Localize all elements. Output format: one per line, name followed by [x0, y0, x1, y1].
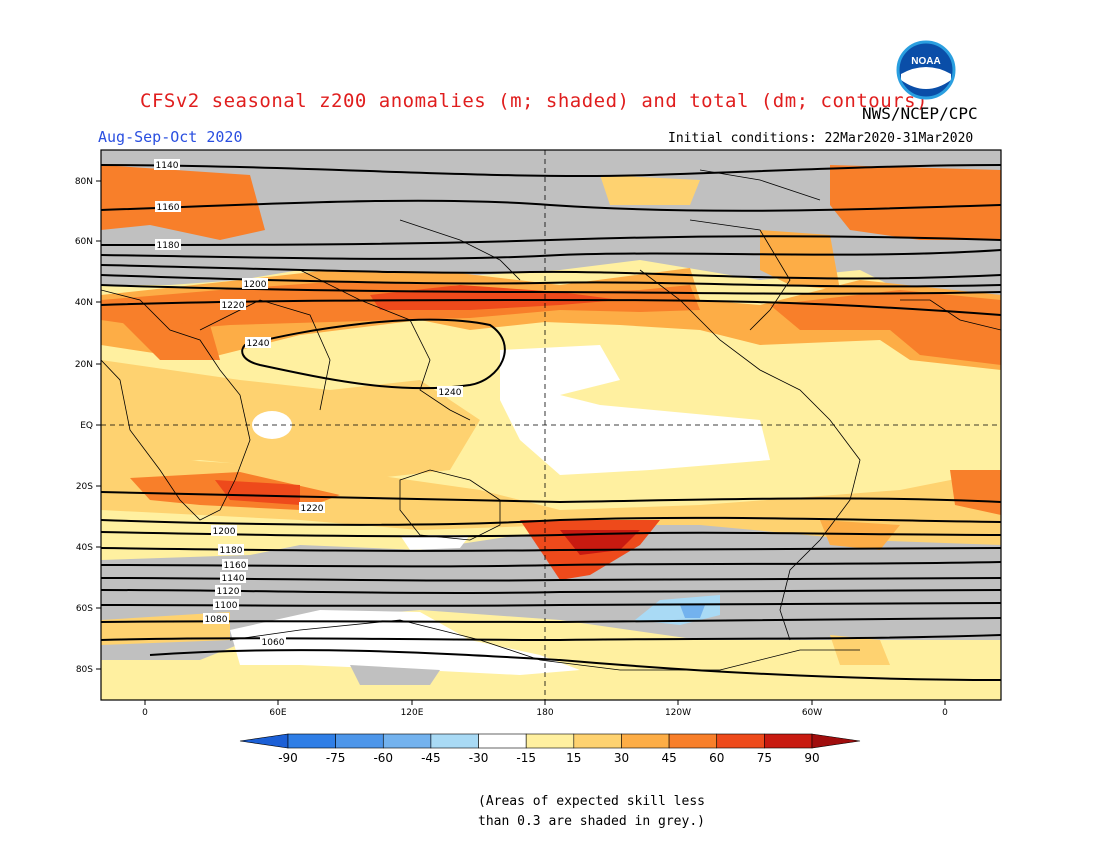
contour-label-bg: [154, 159, 180, 170]
contour-label-bg: [215, 585, 241, 596]
lat-tick-label: 60S: [76, 604, 93, 614]
contour-label: 1160: [157, 203, 180, 213]
contour-label: 1180: [220, 546, 243, 556]
colorbar-tick-label: 75: [757, 751, 772, 765]
contour-labels: 1140 1160 1180 1200 1220 1240 1240 1220 1200 1180…: [154, 159, 463, 648]
contour-label-bg: [211, 525, 237, 536]
colorbar-arrow-high: [811, 733, 861, 749]
colorbar-tick-label: -75: [326, 751, 346, 765]
colorbar-tick-label: -60: [373, 751, 393, 765]
colorbar-tick-label: 90: [804, 751, 819, 765]
contour-label: 1240: [439, 388, 462, 398]
colorbar-swatch: [335, 733, 384, 749]
colorbar-tick-label: 45: [661, 751, 676, 765]
colorbar-swatch: [668, 733, 718, 749]
colorbar-swatch: [573, 733, 622, 749]
contour-label-bg: [437, 386, 463, 397]
contour-label-bg: [245, 337, 271, 348]
noaa-logo-text: NOAA: [911, 56, 940, 67]
lat-tick-label: 60N: [75, 237, 93, 247]
contour-label: 1060: [262, 638, 285, 648]
contour-label-bg: [222, 559, 248, 570]
colorbar-tick-label: 30: [614, 751, 629, 765]
skill-note: (Areas of expected skill less than 0.3 a…: [478, 792, 705, 832]
colorbar-swatch: [621, 733, 670, 749]
colorbar-swatch: [382, 733, 432, 749]
contour-label: 1240: [247, 339, 270, 349]
longitude-axis: 0 60E 120E 180 120W 60W 0: [142, 700, 948, 718]
skill-note-line1: (Areas of expected skill less: [478, 794, 705, 809]
contour-label: 1180: [157, 241, 180, 251]
skill-note-line2: than 0.3 are shaded in grey.): [478, 814, 705, 829]
lon-tick-label: 0: [142, 708, 148, 718]
contour-label-bg: [220, 299, 246, 310]
agency-label: NWS/NCEP/CPC: [862, 104, 978, 123]
lon-tick-label: 0: [942, 708, 948, 718]
contour-label-bg: [155, 239, 181, 250]
colorbar-swatch: [716, 733, 765, 749]
contour-label-bg: [213, 599, 239, 610]
lat-tick-label: 20S: [76, 482, 93, 492]
noaa-logo-icon: NOAA: [896, 40, 956, 100]
colorbar-tick-label: -90: [278, 751, 298, 765]
colorbar-tick-label: 60: [709, 751, 724, 765]
lon-tick-label: 60E: [269, 708, 286, 718]
contour-label: 1200: [213, 527, 236, 537]
contour-label-bg: [218, 544, 244, 555]
lon-tick-label: 180: [536, 708, 553, 718]
contour-label: 1120: [217, 587, 240, 597]
lat-tick-label: 80S: [76, 665, 93, 675]
contour-label-bg: [242, 278, 268, 289]
contour-label: 1160: [224, 561, 247, 571]
lat-tick-label: 40N: [75, 298, 93, 308]
lon-tick-label: 120W: [665, 708, 691, 718]
colorbar-tick-label: -30: [469, 751, 489, 765]
colorbar-tick-label: -45: [421, 751, 441, 765]
colorbar-swatch: [430, 733, 479, 749]
initial-conditions-label: Initial conditions: 22Mar2020-31Mar2020: [668, 131, 974, 146]
lon-tick-label: 60W: [802, 708, 822, 718]
lat-tick-label: 20N: [75, 360, 93, 370]
contour-label-bg: [299, 502, 325, 513]
contour-label: 1220: [301, 504, 324, 514]
contour-label: 1080: [205, 615, 228, 625]
lon-tick-label: 120E: [401, 708, 424, 718]
colorbar-tick-label: -15: [516, 751, 536, 765]
contour-label: 1200: [244, 280, 267, 290]
contour-label: 1100: [215, 601, 238, 611]
lat-tick-label: 80N: [75, 177, 93, 187]
lat-tick-label: EQ: [80, 421, 93, 431]
contour-label-bg: [203, 613, 229, 624]
chart-title: CFSv2 seasonal z200 anomalies (m; shaded…: [140, 90, 928, 112]
colorbar-swatch: [478, 733, 527, 749]
lat-tick-label: 40S: [76, 543, 93, 553]
contour-label-bg: [155, 201, 181, 212]
colorbar-swatch: [764, 733, 813, 749]
latitude-axis: 80N 60N 40N 20N EQ 20S 40S 60S 80S: [75, 177, 101, 675]
colorbar-swatch: [525, 733, 575, 749]
colorbar-swatch: [287, 733, 336, 749]
contour-label: 1220: [222, 301, 245, 311]
colorbar-tick-label: 15: [566, 751, 581, 765]
contour-label: 1140: [156, 161, 179, 171]
season-label: Aug-Sep-Oct 2020: [98, 128, 243, 146]
contour-label-bg: [220, 572, 246, 583]
colorbar-arrow-low: [239, 733, 289, 749]
anomaly-shading: [101, 150, 1001, 700]
coastlines: [101, 169, 1001, 671]
contour-label: 1140: [222, 574, 245, 584]
contour-label-bg: [260, 636, 286, 647]
